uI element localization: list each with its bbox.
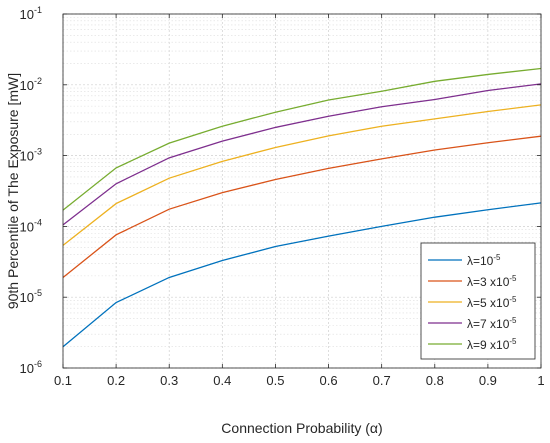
x-tick-label: 0.4 — [213, 373, 231, 388]
x-tick-label: 1 — [537, 373, 544, 388]
series-line — [62, 202, 542, 348]
legend-label: λ=9 x10-5 — [467, 337, 517, 352]
x-tick-label: 0.7 — [373, 373, 391, 388]
x-tick-label: 0.9 — [479, 373, 497, 388]
legend-box — [420, 242, 536, 360]
y-ticks: 10-6 10-5 10-4 10-3 10-2 10-1 — [20, 5, 541, 376]
legend-label: λ=10-5 — [467, 253, 501, 268]
y-axis-label: 90th Percentile of The Exposure [mW] — [5, 73, 21, 309]
series-line — [62, 83, 542, 226]
legend-label: λ=7 x10-5 — [467, 316, 517, 331]
x-tick-label: 0.2 — [107, 373, 125, 388]
y-tick-label: 10-4 — [20, 217, 42, 234]
x-tick-label: 0.3 — [160, 373, 178, 388]
y-tick-label: 10-1 — [20, 5, 42, 22]
x-tick-label: 0.8 — [426, 373, 444, 388]
series-lines — [62, 67, 542, 348]
y-tick-label: 10-2 — [20, 76, 42, 93]
grid-minor — [63, 16, 541, 347]
plot-frame — [62, 13, 542, 369]
x-ticks: 0.1 0.2 0.3 0.4 0.5 0.6 0.7 0.8 0.9 1 — [54, 14, 545, 388]
y-tick-label: 10-5 — [20, 288, 42, 305]
legend-label: λ=5 x10-5 — [467, 295, 517, 310]
legend-label: λ=3 x10-5 — [467, 274, 517, 289]
series-line — [62, 104, 542, 246]
x-tick-label: 0.6 — [320, 373, 338, 388]
y-tick-label: 10-3 — [20, 147, 42, 164]
x-tick-label: 0.5 — [266, 373, 284, 388]
y-tick-label: 10-6 — [20, 359, 42, 376]
series-line — [62, 135, 542, 278]
legend: λ=10-5 λ=3 x10-5 λ=5 x10-5 λ=7 x10-5 λ=9 x10… — [420, 242, 536, 360]
x-axis-label: Connection Probability (α) — [221, 420, 382, 436]
x-tick-label: 0.1 — [54, 373, 72, 388]
series-line — [62, 67, 542, 211]
